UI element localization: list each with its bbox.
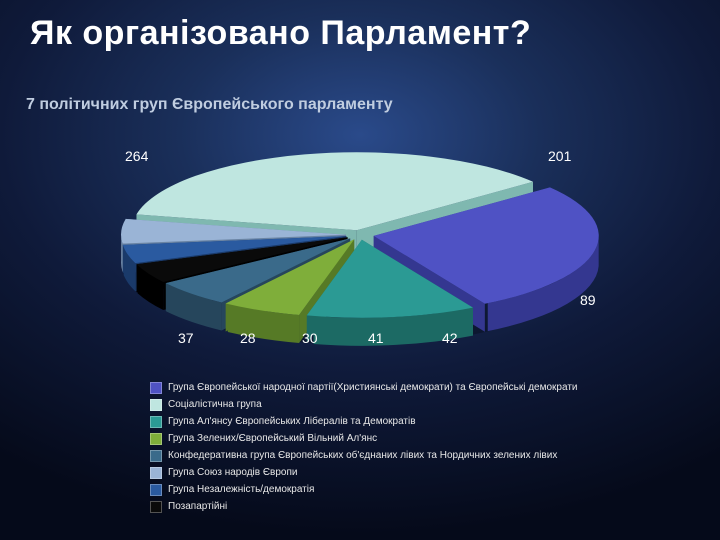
legend-item: Соціалістична група bbox=[150, 397, 680, 413]
legend-label: Соціалістична група bbox=[168, 397, 262, 413]
legend-label: Група Зелених/Європейський Вільний Ал'ян… bbox=[168, 431, 377, 447]
legend-label: Група Незалежність/демократія bbox=[168, 482, 314, 498]
legend-swatch bbox=[150, 399, 162, 411]
legend-swatch bbox=[150, 484, 162, 496]
pie-value-label: 30 bbox=[302, 330, 318, 346]
legend-swatch bbox=[150, 501, 162, 513]
legend-item: Група Союз народів Європи bbox=[150, 465, 680, 481]
legend-item: Група Зелених/Європейський Вільний Ал'ян… bbox=[150, 431, 680, 447]
pie-value-label: 37 bbox=[178, 330, 194, 346]
pie-value-label: 28 bbox=[240, 330, 256, 346]
legend-label: Група Європейської народної партії(Христ… bbox=[168, 380, 578, 396]
legend-item: Група Європейської народної партії(Христ… bbox=[150, 380, 680, 396]
pie-value-label: 201 bbox=[548, 148, 571, 164]
page-title: Як організовано Парламент? bbox=[30, 14, 690, 53]
legend-item: Конфедеративна група Європейських об'єдн… bbox=[150, 448, 680, 464]
legend-item: Група Ал'янсу Європейських Лібералів та … bbox=[150, 414, 680, 430]
legend-swatch bbox=[150, 450, 162, 462]
legend-label: Група Ал'янсу Європейських Лібералів та … bbox=[168, 414, 416, 430]
legend-swatch bbox=[150, 416, 162, 428]
legend-swatch bbox=[150, 467, 162, 479]
legend-swatch bbox=[150, 433, 162, 445]
legend-item: Позапартійні bbox=[150, 499, 680, 515]
pie-value-label: 264 bbox=[125, 148, 148, 164]
chart-legend: Група Європейської народної партії(Христ… bbox=[150, 380, 680, 516]
legend-label: Позапартійні bbox=[168, 499, 227, 515]
pie-value-label: 89 bbox=[580, 292, 596, 308]
page-subtitle: 7 політичних груп Європейського парламен… bbox=[26, 96, 393, 114]
legend-label: Конфедеративна група Європейських об'єдн… bbox=[168, 448, 557, 464]
legend-swatch bbox=[150, 382, 162, 394]
legend-item: Група Незалежність/демократія bbox=[150, 482, 680, 498]
pie-value-label: 42 bbox=[442, 330, 458, 346]
legend-label: Група Союз народів Європи bbox=[168, 465, 297, 481]
pie-chart: 264 201 89 42 41 30 28 37 bbox=[60, 120, 660, 380]
pie-value-label: 41 bbox=[368, 330, 384, 346]
